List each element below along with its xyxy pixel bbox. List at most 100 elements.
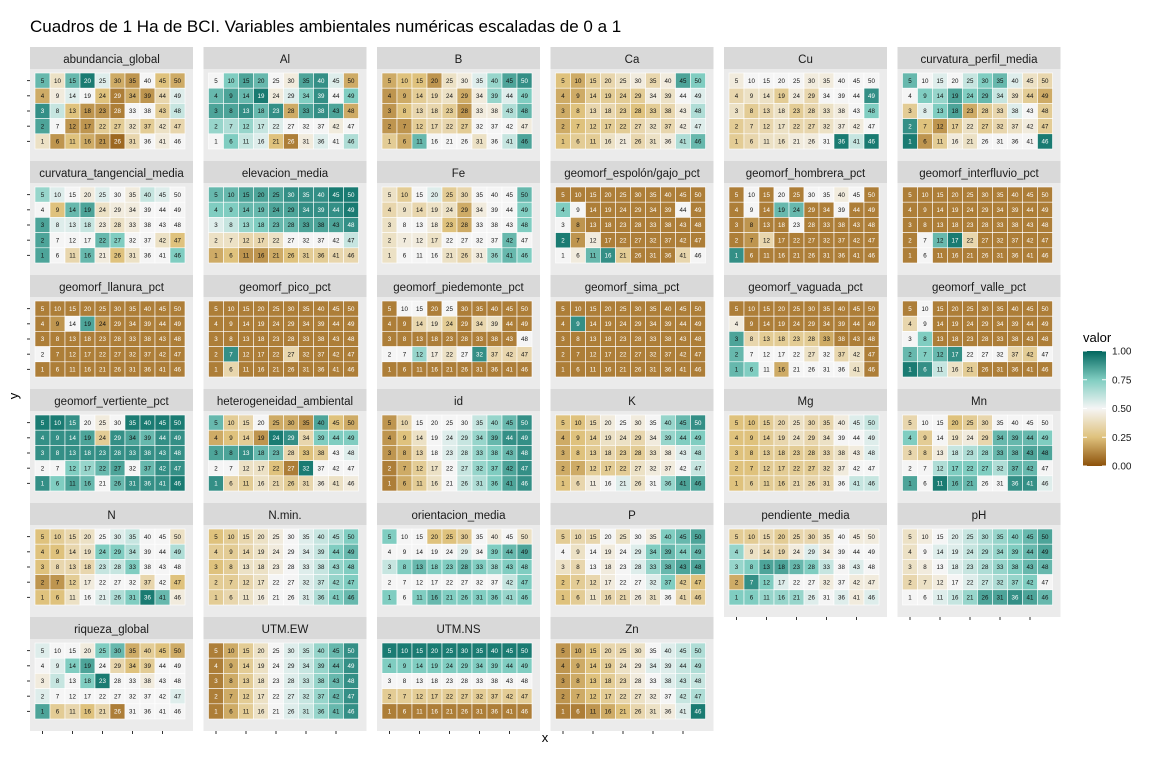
tile-label: 38 bbox=[665, 678, 672, 685]
tile-label: 40 bbox=[318, 648, 325, 655]
tile-label: 47 bbox=[1042, 351, 1049, 358]
tile-label: 39 bbox=[491, 93, 498, 100]
tile-label: 47 bbox=[868, 237, 875, 244]
tile-label: 32 bbox=[476, 351, 483, 358]
tile-label: 37 bbox=[491, 351, 498, 358]
tile-label: 40 bbox=[665, 192, 672, 199]
tile-label: 26 bbox=[114, 253, 121, 260]
tile-label: 1 bbox=[561, 595, 565, 602]
tile-label: 48 bbox=[348, 222, 355, 229]
tile-label: 29 bbox=[635, 207, 642, 214]
tile-label: 17 bbox=[952, 579, 959, 586]
tile-label: 47 bbox=[868, 123, 875, 130]
tile-label: 10 bbox=[922, 306, 929, 313]
tile-label: 32 bbox=[823, 579, 830, 586]
tile-label: 15 bbox=[590, 534, 597, 541]
tile-label: 47 bbox=[695, 579, 702, 586]
tile-label: 12 bbox=[416, 351, 423, 358]
tile-label: 6 bbox=[56, 709, 60, 716]
tile-label: 18 bbox=[258, 678, 265, 685]
tile-label: 6 bbox=[56, 253, 60, 260]
tile-label: 12 bbox=[243, 123, 250, 130]
tile-label: 47 bbox=[868, 579, 875, 586]
tile-label: 16 bbox=[258, 709, 265, 716]
facet-strip-label: N.min. bbox=[268, 510, 301, 522]
tile-label: 13 bbox=[937, 336, 944, 343]
tile-label: 30 bbox=[635, 648, 642, 655]
tile-label: 30 bbox=[982, 78, 989, 85]
tile-label: 18 bbox=[952, 564, 959, 571]
tile-label: 16 bbox=[778, 595, 785, 602]
tile-label: 4 bbox=[41, 549, 45, 556]
tile-label: 21 bbox=[793, 139, 800, 146]
tile-label: 34 bbox=[303, 549, 310, 556]
tile-label: 20 bbox=[778, 420, 785, 427]
tile-label: 29 bbox=[288, 207, 295, 214]
facet-strip-label: geomorf_llanura_pct bbox=[59, 282, 165, 294]
tile-label: 30 bbox=[461, 306, 468, 313]
tile-label: 28 bbox=[288, 108, 295, 115]
tile-label: 42 bbox=[506, 579, 513, 586]
tile-label: 27 bbox=[114, 465, 121, 472]
tile-label: 22 bbox=[446, 351, 453, 358]
tile-label: 49 bbox=[348, 93, 355, 100]
tile-label: 30 bbox=[982, 420, 989, 427]
tile-label: 12 bbox=[416, 693, 423, 700]
tile-label: 49 bbox=[868, 549, 875, 556]
tile-label: 34 bbox=[823, 93, 830, 100]
tile-label: 39 bbox=[665, 549, 672, 556]
tile-label: 9 bbox=[229, 321, 233, 328]
tile-label: 23 bbox=[99, 564, 106, 571]
tile-label: 40 bbox=[318, 420, 325, 427]
tile-label: 14 bbox=[590, 663, 597, 670]
tile-label: 13 bbox=[243, 564, 250, 571]
tile-label: 40 bbox=[665, 648, 672, 655]
tile-label: 48 bbox=[348, 564, 355, 571]
facet-strip-label: curvatura_tangencial_media bbox=[39, 168, 184, 180]
tile-label: 41 bbox=[333, 595, 340, 602]
tile-label: 26 bbox=[461, 709, 468, 716]
tile-label: 26 bbox=[288, 595, 295, 602]
tile-label: 47 bbox=[868, 465, 875, 472]
tile-label: 33 bbox=[476, 450, 483, 457]
tile-label: 21 bbox=[620, 367, 627, 374]
tile-label: 2 bbox=[908, 237, 912, 244]
tile-label: 33 bbox=[476, 336, 483, 343]
tile-label: 35 bbox=[303, 78, 310, 85]
tile-label: 45 bbox=[680, 306, 687, 313]
tile-label: 10 bbox=[575, 78, 582, 85]
tile-label: 3 bbox=[41, 564, 45, 571]
tile-label: 16 bbox=[431, 481, 438, 488]
tile-label: 45 bbox=[159, 648, 166, 655]
tile-label: 10 bbox=[54, 534, 61, 541]
tile-label: 41 bbox=[1027, 367, 1034, 374]
tile-label: 2 bbox=[735, 465, 739, 472]
tile-label: 24 bbox=[620, 549, 627, 556]
tile-label: 34 bbox=[997, 93, 1004, 100]
tile-label: 21 bbox=[793, 595, 800, 602]
tile-label: 49 bbox=[868, 435, 875, 442]
tile-label: 6 bbox=[403, 709, 407, 716]
tile-label: 44 bbox=[680, 93, 687, 100]
tile-label: 11 bbox=[243, 595, 250, 602]
tile-label: 20 bbox=[778, 78, 785, 85]
tile-label: 43 bbox=[333, 222, 340, 229]
tile-label: 33 bbox=[129, 336, 136, 343]
tile-label: 33 bbox=[650, 336, 657, 343]
tile-label: 44 bbox=[680, 435, 687, 442]
tile-label: 13 bbox=[590, 108, 597, 115]
tile-label: 27 bbox=[288, 693, 295, 700]
tile-label: 47 bbox=[868, 351, 875, 358]
tile-label: 20 bbox=[258, 420, 265, 427]
tile-label: 15 bbox=[590, 648, 597, 655]
tile-label: 39 bbox=[1012, 549, 1019, 556]
tile-label: 14 bbox=[590, 93, 597, 100]
tile-label: 29 bbox=[982, 93, 989, 100]
tile-label: 2 bbox=[41, 693, 45, 700]
tile-label: 13 bbox=[69, 108, 76, 115]
tile-label: 21 bbox=[620, 595, 627, 602]
tile-label: 17 bbox=[952, 237, 959, 244]
tile-label: 24 bbox=[793, 93, 800, 100]
tile-label: 43 bbox=[853, 336, 860, 343]
